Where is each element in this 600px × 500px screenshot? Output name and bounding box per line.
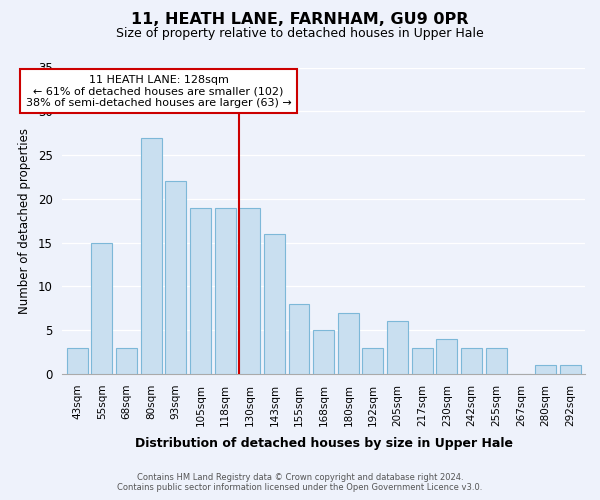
Text: 11 HEATH LANE: 128sqm
← 61% of detached houses are smaller (102)
38% of semi-det: 11 HEATH LANE: 128sqm ← 61% of detached … [26, 74, 292, 108]
Bar [486, 348, 507, 374]
Bar [289, 304, 310, 374]
X-axis label: Distribution of detached houses by size in Upper Hale: Distribution of detached houses by size … [134, 437, 512, 450]
Bar [116, 348, 137, 374]
Bar [165, 182, 186, 374]
Bar [535, 366, 556, 374]
Bar [215, 208, 236, 374]
Bar [362, 348, 383, 374]
Bar [338, 312, 359, 374]
Text: Contains HM Land Registry data © Crown copyright and database right 2024.
Contai: Contains HM Land Registry data © Crown c… [118, 473, 482, 492]
Bar [461, 348, 482, 374]
Bar [387, 322, 408, 374]
Bar [239, 208, 260, 374]
Text: 11, HEATH LANE, FARNHAM, GU9 0PR: 11, HEATH LANE, FARNHAM, GU9 0PR [131, 12, 469, 28]
Bar [313, 330, 334, 374]
Bar [67, 348, 88, 374]
Bar [412, 348, 433, 374]
Bar [436, 339, 457, 374]
Bar [560, 366, 581, 374]
Text: Size of property relative to detached houses in Upper Hale: Size of property relative to detached ho… [116, 28, 484, 40]
Bar [264, 234, 285, 374]
Y-axis label: Number of detached properties: Number of detached properties [18, 128, 31, 314]
Bar [91, 242, 112, 374]
Bar [140, 138, 161, 374]
Bar [190, 208, 211, 374]
